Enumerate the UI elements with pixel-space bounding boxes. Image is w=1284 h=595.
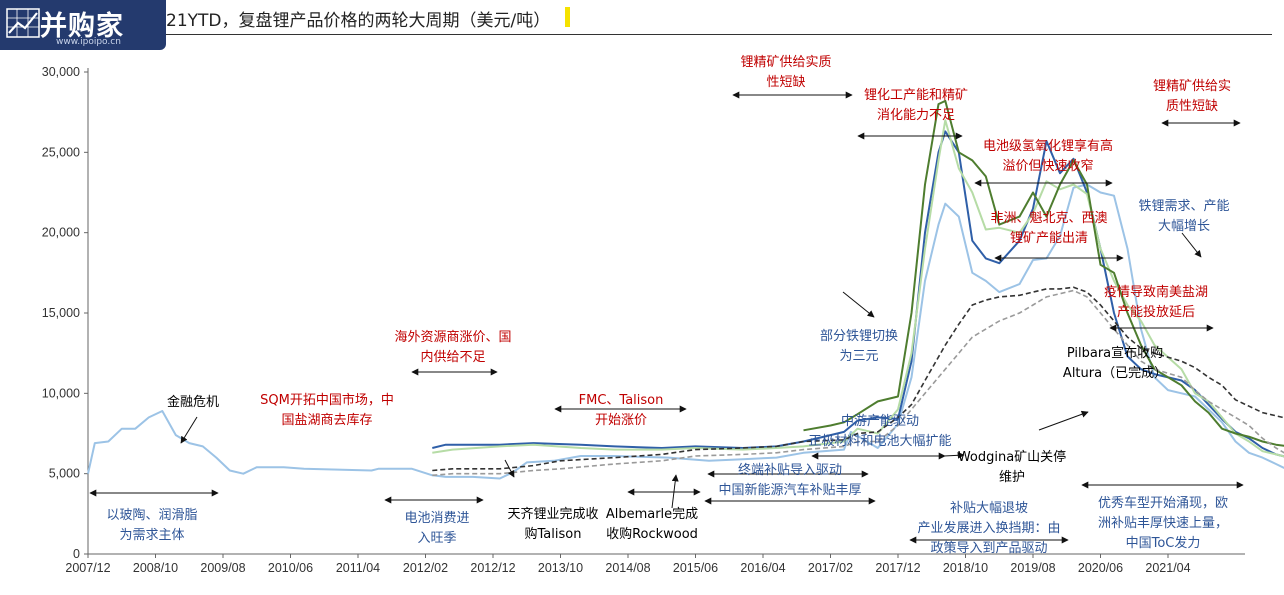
annotation-overseas-line: 海外资源商涨价、国 xyxy=(394,330,511,345)
annotation-subsidy-line: 终端补贴导入驱动 xyxy=(738,462,842,478)
annotation-tianqi-line: 购Talison xyxy=(525,526,582,542)
pointer-arrow xyxy=(1038,410,1089,431)
annotation-midstream-line: 正极材料和电池大幅扩能 xyxy=(808,434,951,449)
x-tick-label: 2021/04 xyxy=(1145,561,1190,575)
x-tick-label: 2011/04 xyxy=(336,561,380,575)
logo-text: 并购家 xyxy=(40,11,124,42)
arrows-layer xyxy=(89,91,1244,544)
logo: 并购家 www.ipoipo.cn xyxy=(0,0,166,50)
annotation-sqm-line: 国盐湖商去库存 xyxy=(281,412,372,428)
x-tick-label: 2019/08 xyxy=(1010,561,1055,575)
annotation-pilbara-line: Altura（已完成） xyxy=(1063,366,1167,381)
annotation-africa-line: 非洲、魁北克、西澳 xyxy=(990,210,1107,226)
annotation-midstream-line: 中游产能驱动 xyxy=(841,414,919,429)
annotation-lfp-line: 为三元 xyxy=(839,349,878,364)
annotation-smelting-line: 锂化工产能和精矿 xyxy=(864,88,968,103)
annotation-wodgina-line: Wodgina矿山关停 xyxy=(958,449,1066,465)
annotation-albemarle-line: 收购Rockwood xyxy=(606,526,698,542)
annotation-smelting-line: 消化能力不足 xyxy=(877,108,955,123)
x-tick-label: 2015/06 xyxy=(673,561,718,575)
y-tick-label: 15,000 xyxy=(42,306,80,320)
annotation-models-line: 中国ToC发力 xyxy=(1126,535,1201,551)
annotation-covid-line: 疫情导致南美盐湖 xyxy=(1104,284,1208,300)
annotation-models-line: 洲补贴丰厚快速上量， xyxy=(1098,516,1228,531)
x-tick-label: 2017/12 xyxy=(875,561,920,575)
annotation-lfp-growth-line: 铁锂需求、产能 xyxy=(1138,199,1229,214)
annotation-concentrate1-line: 性短缺 xyxy=(766,75,805,90)
series-line-blue_light xyxy=(87,183,1284,480)
x-tick-label: 2020/06 xyxy=(1078,561,1123,575)
annotation-albemarle-line: Albemarle完成 xyxy=(606,507,698,522)
pointer-arrow xyxy=(504,459,515,478)
annotation-fmc-line: 开始涨价 xyxy=(595,413,647,428)
annotation-wodgina-line: 维护 xyxy=(999,470,1025,485)
annotation-tianqi-line: 天齐锂业完成收 xyxy=(507,506,598,522)
annotation-concentrate2-line: 锂精矿供给实 xyxy=(1153,79,1231,94)
y-tick-label: 25,000 xyxy=(42,145,80,159)
y-tick-label: 20,000 xyxy=(42,226,80,240)
annotation-battery-line: 入旺季 xyxy=(417,531,456,546)
x-tick-label: 2013/10 xyxy=(538,561,583,575)
annotation-subsidy-cut-line: 政策导入到产品驱动 xyxy=(930,540,1047,556)
axes: 0 5,000 10,000 15,000 20,000 25,000 30,000 2007… xyxy=(42,65,1245,575)
annotation-finance-line: 金融危机 xyxy=(167,394,219,410)
y-tick-label: 30,000 xyxy=(42,65,80,79)
annotation-subsidy-cut-line: 产业发展进入换挡期：由 xyxy=(917,520,1060,536)
chart-icon xyxy=(6,8,40,38)
annotation-glass-line: 以玻陶、润滑脂 xyxy=(106,507,197,523)
title-highlight-mark xyxy=(565,7,570,27)
annotation-battery-line: 电池消费进 xyxy=(404,511,469,526)
x-tick-label: 2014/08 xyxy=(605,561,650,575)
pointer-arrow xyxy=(1181,232,1202,258)
pointer-arrow xyxy=(842,291,875,318)
x-tick-label: 2007/12 xyxy=(65,561,110,575)
x-tick-label: 2010/06 xyxy=(268,561,313,575)
pointer-arrow xyxy=(943,451,965,459)
y-tick-label: 0 xyxy=(73,547,80,561)
chart-title: 21YTD，复盘锂产品价格的两轮大周期（美元/吨） xyxy=(166,11,551,31)
annotation-lfp-line: 部分铁锂切换 xyxy=(820,329,898,344)
annotation-models-line: 优秀车型开始涌现，欧 xyxy=(1098,495,1228,511)
x-tick-label: 2012/12 xyxy=(470,561,515,575)
logo-url: www.ipoipo.cn xyxy=(56,37,121,47)
pointer-arrow xyxy=(180,416,198,444)
x-tick-label: 2017/02 xyxy=(808,561,853,575)
annotation-glass-line: 为需求主体 xyxy=(119,528,184,543)
annotation-overseas-line: 内供给不足 xyxy=(420,349,485,365)
series-line-gray_dashed_light xyxy=(432,289,1284,477)
series-line-green_dark xyxy=(803,99,1284,447)
x-tick-label: 2018/10 xyxy=(943,561,988,575)
annotation-premium-line: 溢价但快速收窄 xyxy=(1002,158,1093,174)
x-tick-label: 2008/10 xyxy=(133,561,178,575)
annotation-covid-line: 产能投放延后 xyxy=(1117,304,1195,320)
annotation-subsidy-line: 中国新能源汽车补贴丰厚 xyxy=(718,482,861,498)
annotation-sqm-line: SQM开拓中国市场，中 xyxy=(260,392,394,408)
annotation-fmc-line: FMC、Talison xyxy=(579,393,664,408)
annotation-concentrate1-line: 锂精矿供给实质 xyxy=(740,55,831,70)
pointer-arrow xyxy=(671,474,679,509)
annotation-lfp-growth-line: 大幅增长 xyxy=(1158,219,1210,234)
x-tick-label: 2009/08 xyxy=(200,561,245,575)
annotation-subsidy-cut-line: 补贴大幅退坡 xyxy=(950,501,1028,516)
y-tick-label: 5,000 xyxy=(49,467,80,481)
annotation-concentrate2-line: 质性短缺 xyxy=(1166,99,1218,114)
x-tick-label: 2012/02 xyxy=(403,561,448,575)
y-tick-label: 10,000 xyxy=(42,386,80,400)
x-tick-label: 2016/04 xyxy=(740,561,785,575)
annotation-premium-line: 电池级氢氧化锂享有高 xyxy=(983,138,1113,154)
title-divider xyxy=(166,34,1272,35)
annotation-pilbara-line: Pilbara宣布收购 xyxy=(1067,345,1163,361)
annotation-africa-line: 锂矿产能出清 xyxy=(1010,231,1088,246)
series-line-gray_dashed_dark xyxy=(432,286,1284,472)
